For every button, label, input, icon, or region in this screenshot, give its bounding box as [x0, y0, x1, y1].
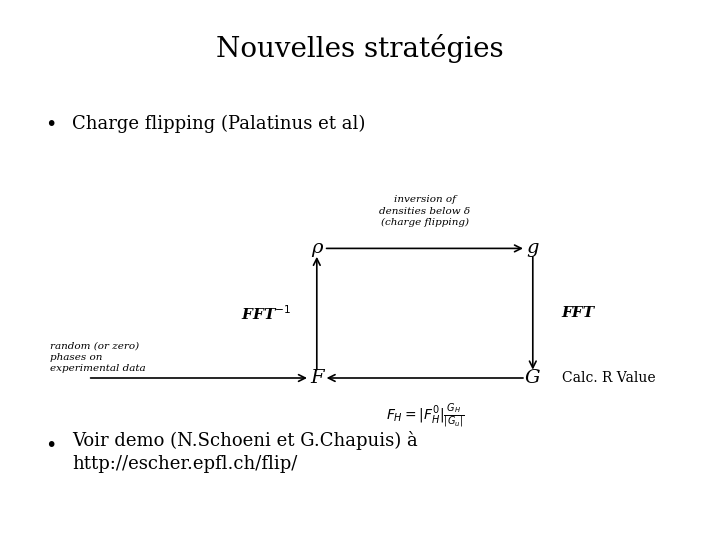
Text: Charge flipping (Palatinus et al): Charge flipping (Palatinus et al) — [72, 115, 365, 133]
Text: random (or zero)
phases on
experimental data: random (or zero) phases on experimental … — [50, 341, 146, 373]
Text: g: g — [526, 239, 539, 258]
Text: G: G — [525, 369, 541, 387]
Text: inversion of
densities below δ
(charge flipping): inversion of densities below δ (charge f… — [379, 195, 470, 227]
Text: http://escher.epfl.ch/flip/: http://escher.epfl.ch/flip/ — [72, 455, 297, 474]
Text: ρ: ρ — [311, 239, 323, 258]
Text: FFT: FFT — [562, 306, 595, 320]
Text: •: • — [45, 436, 56, 455]
Text: Calc. R Value: Calc. R Value — [562, 371, 655, 385]
Text: FFT$^{-1}$: FFT$^{-1}$ — [241, 304, 292, 322]
Text: Voir demo (N.Schoeni et G.Chapuis) à: Voir demo (N.Schoeni et G.Chapuis) à — [72, 430, 418, 450]
Text: $F_H=|F_H^0|\frac{G_H}{|G_u|}$: $F_H=|F_H^0|\frac{G_H}{|G_u|}$ — [386, 401, 464, 430]
Text: Nouvelles stratégies: Nouvelles stratégies — [216, 34, 504, 63]
Text: •: • — [45, 114, 56, 134]
Text: F: F — [310, 369, 323, 387]
